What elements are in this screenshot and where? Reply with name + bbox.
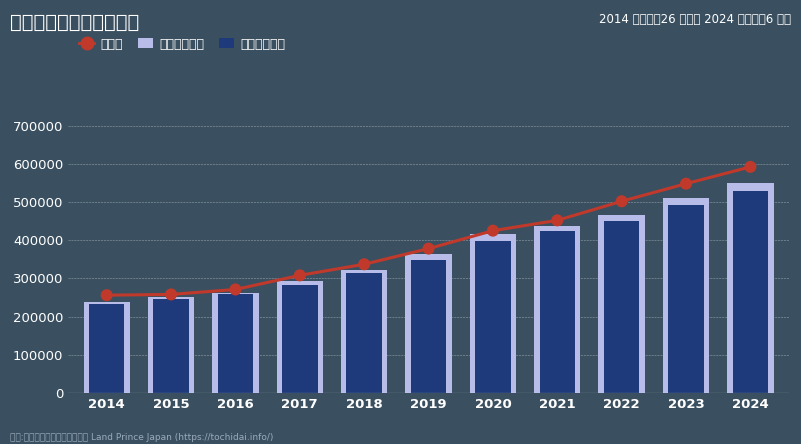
Bar — [218, 294, 253, 393]
Point — [744, 163, 757, 170]
Bar — [405, 254, 452, 393]
Line: 総平均: 総平均 — [107, 167, 751, 295]
Bar — [347, 274, 382, 393]
Bar — [148, 297, 195, 393]
Bar — [276, 281, 323, 393]
Bar — [89, 304, 124, 393]
総平均 — [488, 228, 497, 234]
Bar — [727, 183, 774, 393]
Legend: 総平均, 公示地価平均, 基準地価平均: 総平均, 公示地価平均, 基準地価平均 — [74, 32, 291, 56]
総平均 — [295, 273, 304, 278]
Bar — [212, 293, 259, 393]
Point — [229, 286, 242, 293]
総平均 — [167, 292, 176, 297]
Bar — [540, 231, 575, 393]
総平均 — [424, 246, 433, 251]
総平均 — [360, 262, 369, 267]
Bar — [668, 205, 704, 393]
総平均 — [102, 293, 111, 298]
Point — [293, 272, 306, 279]
Bar — [598, 214, 645, 393]
Bar — [469, 234, 516, 393]
Point — [551, 217, 564, 224]
Point — [422, 245, 435, 252]
Text: 引用:「土地代データ」株式会社 Land Prince Japan (https://tochidai.info/): 引用:「土地代データ」株式会社 Land Prince Japan (https… — [10, 433, 273, 442]
Bar — [663, 198, 709, 393]
総平均 — [746, 164, 755, 170]
総平均 — [617, 198, 626, 204]
Bar — [475, 241, 510, 393]
総平均 — [553, 218, 562, 223]
Point — [100, 292, 113, 299]
Bar — [604, 221, 639, 393]
Point — [679, 180, 692, 187]
Point — [615, 198, 628, 205]
Bar — [282, 285, 317, 393]
Bar — [534, 226, 581, 393]
Point — [486, 227, 499, 234]
Point — [358, 261, 371, 268]
Bar — [153, 299, 189, 393]
Bar — [411, 260, 446, 393]
Text: 福岡市の地価推移グラフ: 福岡市の地価推移グラフ — [10, 13, 139, 32]
Bar — [83, 302, 130, 393]
総平均 — [231, 287, 240, 292]
総平均 — [681, 181, 690, 186]
Bar — [341, 270, 388, 393]
Text: 2014 年（平成26 年）～ 2024 年（令和6 年）: 2014 年（平成26 年）～ 2024 年（令和6 年） — [599, 13, 791, 26]
Bar — [733, 190, 768, 393]
Point — [165, 291, 178, 298]
